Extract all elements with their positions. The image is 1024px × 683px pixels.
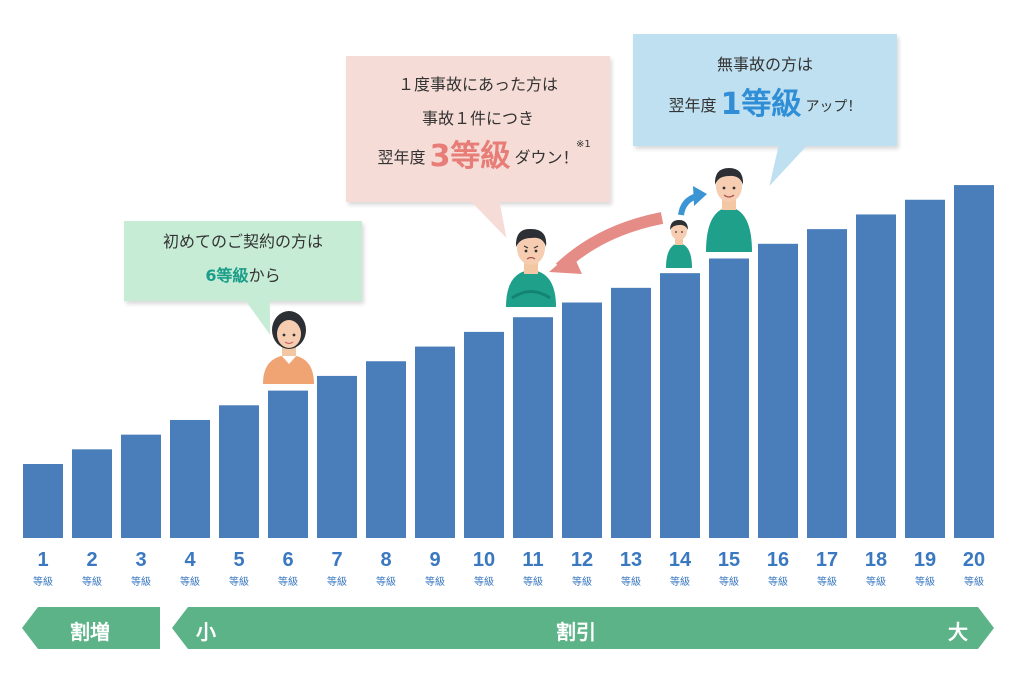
tick-sublabel-7: 等級 (327, 575, 347, 588)
bar-grade-14 (660, 273, 700, 538)
tick-label-6: 6 (282, 549, 293, 571)
no-accident-line2: 翌年度 1等級 アップ！ (633, 88, 897, 124)
no-accident-suffix: アップ！ (805, 99, 862, 115)
bar-grade-15 (709, 258, 749, 538)
tick-label-14: 14 (669, 549, 692, 571)
up-arrow-head (693, 186, 707, 206)
bar-grade-4 (170, 419, 210, 538)
accident-line3: 翌年度 3等級 ダウン！ (346, 140, 610, 175)
no-accident-bubble: 無事故の方は 翌年度 1等級 アップ！ (633, 34, 897, 186)
discount-label: 割引 (556, 620, 596, 644)
accident-line1: １度事故にあった方は (397, 75, 558, 94)
accident-note: ※1 (576, 139, 591, 150)
tick-sublabel-13: 等級 (621, 575, 641, 588)
tick-label-13: 13 (620, 549, 642, 571)
first-contract-line1: 初めてのご契約の方は (162, 232, 323, 251)
worried-man-icon (506, 228, 556, 307)
tick-label-11: 11 (522, 549, 543, 571)
small-label: 小 (196, 620, 216, 644)
tick-sublabel-1: 等級 (33, 575, 53, 588)
bar-grade-6 (268, 390, 308, 538)
tick-label-15: 15 (718, 549, 740, 571)
happy-man-icon (706, 168, 752, 252)
tick-sublabel-12: 等級 (572, 575, 592, 588)
bar-grade-16 (758, 243, 798, 539)
bar-grade-8 (366, 361, 406, 538)
bar-grade-18 (856, 214, 896, 538)
tick-label-2: 2 (86, 549, 97, 571)
first-contract-bubble: 初めてのご契約の方は 6等級から (124, 221, 362, 335)
bar-grade-3 (121, 434, 161, 538)
tick-sublabel-5: 等級 (229, 575, 249, 588)
woman-icon (263, 311, 314, 384)
bar-grade-1 (23, 464, 63, 538)
bar-grade-7 (317, 375, 357, 538)
tick-label-5: 5 (233, 549, 244, 571)
bar-grade-5 (219, 405, 259, 538)
bar-grade-10 (464, 331, 504, 538)
no-accident-grade: 1等級 (720, 87, 802, 122)
tick-label-20: 20 (963, 549, 985, 571)
accident-grade: 3等級 (429, 139, 511, 174)
tick-label-1: 1 (37, 549, 48, 571)
accident-suffix: ダウン！ (514, 148, 579, 167)
tick-label-group: 1 等級 2 等級 3 等級 4 等級 5 等級 6 等級 7 等級 8 等級 9 等級 10 等級 11 等級 12 等級 1… (33, 549, 985, 588)
accident-prefix: 翌年度 (377, 148, 426, 167)
tick-label-16: 16 (767, 549, 789, 571)
tick-sublabel-8: 等級 (376, 575, 396, 588)
accident-line2: 事故１件につき (421, 109, 534, 128)
tick-sublabel-10: 等級 (474, 575, 494, 588)
tick-label-12: 12 (571, 549, 593, 571)
tick-sublabel-15: 等級 (719, 575, 739, 588)
large-label: 大 (948, 620, 968, 644)
no-accident-line1: 無事故の方は (716, 55, 813, 74)
tick-label-19: 19 (914, 549, 936, 571)
tick-label-9: 9 (429, 549, 440, 571)
tick-label-8: 8 (380, 549, 391, 571)
surcharge-label-wrap: 割増 小 割引 大 (0, 607, 1024, 649)
tick-label-4: 4 (184, 549, 196, 571)
tick-label-17: 17 (816, 549, 838, 571)
small-man-icon (666, 220, 692, 268)
tick-sublabel-11: 等級 (523, 575, 543, 588)
tick-label-7: 7 (331, 549, 342, 571)
bar-grade-19 (905, 199, 945, 538)
bar-grade-20 (954, 185, 994, 538)
tick-sublabel-3: 等級 (131, 575, 151, 588)
bar-grade-11 (513, 317, 553, 538)
tick-sublabel-9: 等級 (425, 575, 445, 588)
tick-sublabel-14: 等級 (670, 575, 690, 588)
bar-grade-13 (611, 287, 651, 538)
first-contract-suffix: から (248, 266, 281, 285)
bar-group (23, 185, 994, 539)
tick-sublabel-6: 等級 (278, 575, 298, 588)
tick-sublabel-17: 等級 (817, 575, 837, 588)
tick-sublabel-20: 等級 (964, 575, 984, 588)
tick-sublabel-16: 等級 (768, 575, 788, 588)
tick-sublabel-4: 等級 (180, 575, 200, 588)
bar-grade-9 (415, 346, 455, 538)
down-arrow-head (549, 252, 582, 274)
no-accident-prefix: 翌年度 (668, 96, 717, 115)
bar-grade-17 (807, 229, 847, 538)
bar-grade-12 (562, 302, 602, 538)
first-contract-grade: 6等級 (205, 266, 249, 285)
tick-sublabel-2: 等級 (82, 575, 102, 588)
tick-label-3: 3 (135, 549, 146, 571)
tick-sublabel-18: 等級 (866, 575, 886, 588)
surcharge-label: 割増 (70, 620, 110, 644)
bar-grade-2 (72, 449, 112, 538)
tick-label-10: 10 (473, 549, 495, 571)
tick-sublabel-19: 等級 (915, 575, 935, 588)
tick-label-18: 18 (865, 549, 887, 571)
accident-bubble: １度事故にあった方は 事故１件につき 翌年度 3等級 ダウン！ ※1 (346, 56, 610, 238)
first-contract-line2: 6等級から (124, 259, 362, 293)
